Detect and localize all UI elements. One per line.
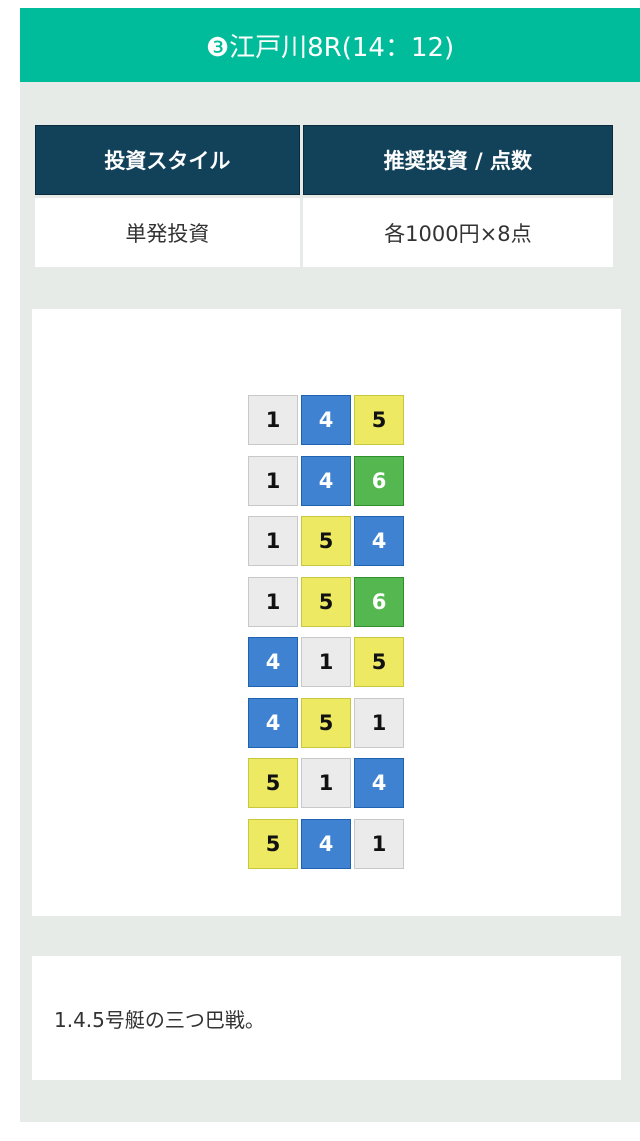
boat-number-cell: 5 bbox=[354, 637, 404, 687]
header-style: 投資スタイル bbox=[35, 125, 300, 195]
comment-text: 1.4.5号艇の三つ巴戦。 bbox=[54, 1007, 265, 1032]
comment-box: 1.4.5号艇の三つ巴戦。 bbox=[32, 956, 621, 1080]
boat-number-cell: 4 bbox=[354, 516, 404, 566]
boat-number-cell: 4 bbox=[301, 395, 351, 445]
boat-number-cell: 1 bbox=[301, 637, 351, 687]
boat-number-cell: 1 bbox=[354, 697, 404, 748]
boat-number-cell: 5 bbox=[301, 576, 351, 627]
boat-number-cell: 4 bbox=[354, 758, 404, 808]
boat-number-cell: 4 bbox=[301, 818, 351, 869]
value-recommended: 各1000円×8点 bbox=[302, 198, 613, 267]
boat-number-cell: 4 bbox=[301, 455, 351, 506]
boat-number-cell: 4 bbox=[248, 697, 298, 748]
boat-number-cell: 5 bbox=[354, 395, 404, 445]
boat-number-cell: 1 bbox=[354, 818, 404, 869]
boat-number-cell: 1 bbox=[248, 576, 298, 627]
investment-table: 投資スタイル 推奨投資 / 点数 単発投資 各1000円×8点 bbox=[32, 122, 616, 270]
header-recommended: 推奨投資 / 点数 bbox=[302, 125, 613, 195]
boat-number-cell: 1 bbox=[248, 455, 298, 506]
boat-number-cell: 5 bbox=[248, 758, 298, 808]
boat-number-cell: 1 bbox=[301, 758, 351, 808]
boat-number-cell: 1 bbox=[248, 516, 298, 566]
boat-number-cell: 6 bbox=[354, 576, 404, 627]
value-style: 単発投資 bbox=[35, 198, 300, 267]
boat-number-cell: 4 bbox=[248, 637, 298, 687]
boat-number-cell: 6 bbox=[354, 455, 404, 506]
race-title: ❸江戸川8R(14：12) bbox=[20, 8, 640, 83]
boat-number-cell: 1 bbox=[248, 395, 298, 445]
boat-number-cell: 5 bbox=[301, 516, 351, 566]
boat-number-cell: 5 bbox=[301, 697, 351, 748]
boat-number-cell: 5 bbox=[248, 818, 298, 869]
